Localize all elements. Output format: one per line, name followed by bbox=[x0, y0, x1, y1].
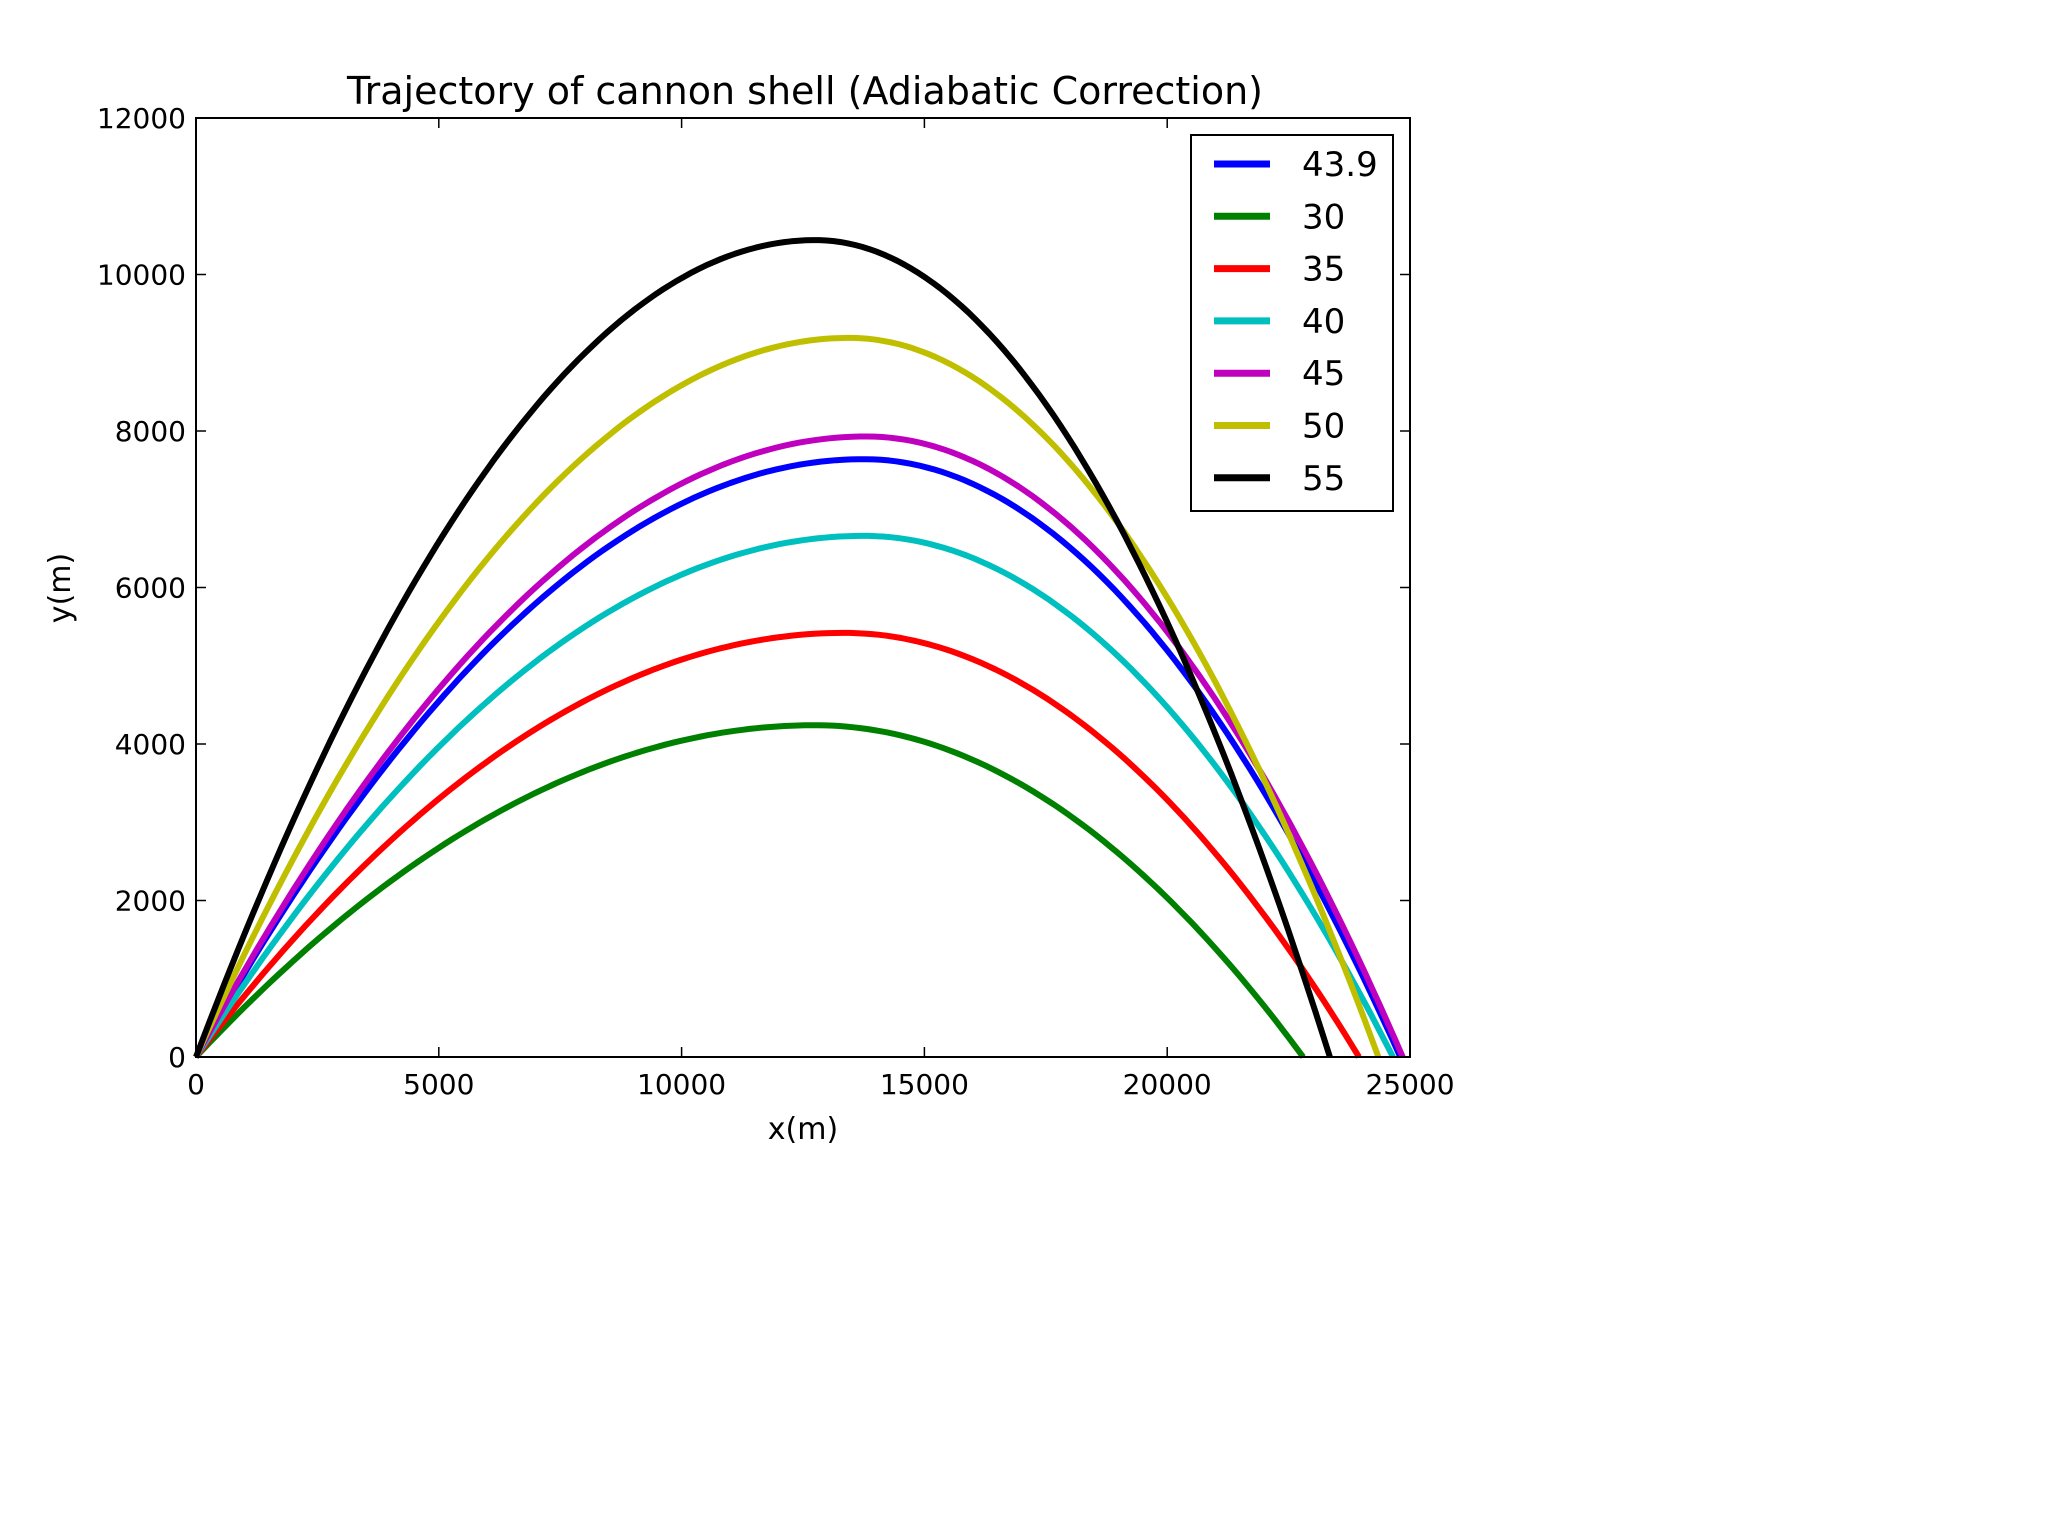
series-layer bbox=[193, 237, 1406, 1060]
x-tick-label: 0 bbox=[187, 1068, 205, 1101]
legend-entry: 43.9 bbox=[1302, 145, 1378, 185]
y-tick-label: 0 bbox=[168, 1041, 186, 1074]
legend-entry: 50 bbox=[1302, 407, 1345, 447]
series-line-50 bbox=[193, 334, 1382, 1059]
x-tick-label: 25000 bbox=[1365, 1068, 1454, 1101]
series-line-35 bbox=[193, 629, 1362, 1059]
y-tick-label: 12000 bbox=[97, 102, 186, 135]
series-line-40 bbox=[193, 532, 1396, 1059]
legend-entry: 35 bbox=[1302, 250, 1345, 290]
y-tick-label: 4000 bbox=[115, 728, 186, 761]
x-tick-label: 15000 bbox=[880, 1068, 969, 1101]
y-tick-label: 10000 bbox=[97, 259, 186, 292]
y-tick-label: 8000 bbox=[115, 415, 186, 448]
legend: 43.9 30 35 40 45 50 55 bbox=[1190, 134, 1394, 512]
series-line-30 bbox=[193, 722, 1306, 1060]
y-tick-label: 6000 bbox=[115, 572, 186, 605]
trajectory-chart: Trajectory of cannon shell (Adiabatic Co… bbox=[43, 69, 1455, 1147]
series-line-55 bbox=[193, 237, 1333, 1059]
series-line-43.9 bbox=[193, 456, 1404, 1059]
x-axis-label: x(m) bbox=[768, 1112, 838, 1147]
legend-entry: 55 bbox=[1302, 459, 1345, 499]
series-line-45 bbox=[193, 433, 1406, 1059]
y-axis-label: y(m) bbox=[43, 553, 78, 623]
x-tick-label: 10000 bbox=[637, 1068, 726, 1101]
y-tick-label: 2000 bbox=[115, 885, 186, 918]
x-tick-label: 20000 bbox=[1123, 1068, 1212, 1101]
legend-entry: 30 bbox=[1302, 197, 1345, 237]
x-axis: 0 5000 10000 15000 20000 25000 bbox=[187, 118, 1455, 1101]
legend-entry: 40 bbox=[1302, 302, 1345, 342]
y-axis: 0 2000 4000 6000 8000 10000 12000 bbox=[97, 102, 1410, 1074]
legend-entry: 45 bbox=[1302, 354, 1345, 394]
chart-title: Trajectory of cannon shell (Adiabatic Co… bbox=[346, 69, 1263, 113]
x-tick-label: 5000 bbox=[403, 1068, 474, 1101]
